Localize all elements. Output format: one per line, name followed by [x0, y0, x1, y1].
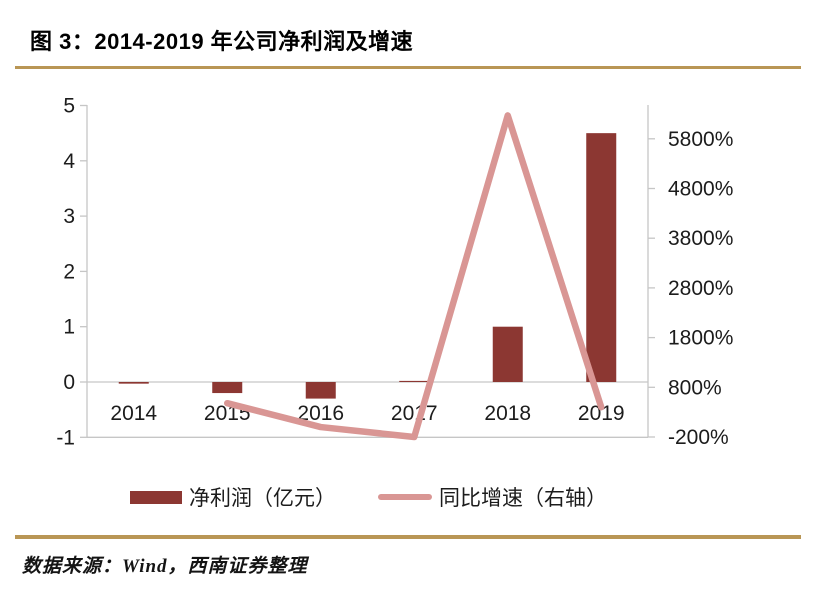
right-axis-tick-label: 4800% [668, 178, 733, 201]
figure-title: 图 3：2014-2019 年公司净利润及增速 [30, 29, 414, 54]
net-profit-bar-2018 [492, 326, 523, 382]
x-axis-category-label: 2019 [578, 402, 625, 425]
x-axis-category-label: 2015 [204, 402, 251, 425]
title-divider-rule [15, 66, 801, 69]
yoy-growth-line [224, 112, 605, 441]
legend-label-net-profit: 净利润（亿元） [189, 487, 336, 510]
left-axis-tick-label: 5 [63, 95, 75, 118]
net-profit-bar-2014 [118, 382, 149, 384]
right-axis-tick-label: 1800% [668, 327, 733, 350]
right-axis-tick-label: 5800% [668, 128, 733, 151]
net-profit-bar-2016 [305, 382, 336, 399]
x-axis-category-label: 2017 [391, 402, 438, 425]
left-axis-tick-label: 4 [63, 150, 75, 173]
line-series-swatch [378, 494, 432, 500]
right-axis-tick-label: 800% [668, 376, 722, 399]
right-axis-tick-label: -200% [668, 426, 729, 449]
net-profit-growth-chart: 5 4 3 2 1 0 -1 5800% 4800% 3800% 2800% 1800% 800% -20… [56, 95, 733, 450]
left-axis-tick-label: -1 [56, 426, 75, 449]
chart-legend: 净利润（亿元） 同比增速（右轴） [0, 482, 828, 512]
right-axis-tick-label: 3800% [668, 227, 733, 250]
data-source-note: 数据来源：Wind，西南证券整理 [22, 556, 308, 577]
net-profit-bar-2015 [212, 382, 243, 394]
left-axis-tick-label: 2 [63, 260, 75, 283]
legend-item-net-profit: 净利润（亿元） [130, 482, 336, 512]
net-profit-bar-2017 [399, 380, 430, 382]
left-axis-tick-label: 3 [63, 205, 75, 228]
x-axis-category-label: 2014 [110, 402, 157, 425]
left-axis-tick-label: 1 [63, 316, 75, 339]
x-axis-category-label: 2016 [297, 402, 344, 425]
bar-series-swatch [130, 490, 182, 504]
legend-label-growth: 同比增速（右轴） [439, 487, 607, 510]
footer-divider-rule [15, 535, 801, 539]
right-axis-tick-label: 2800% [668, 277, 733, 300]
left-axis-tick-label: 0 [63, 371, 75, 394]
legend-item-growth: 同比增速（右轴） [378, 482, 607, 512]
net-profit-bar-2019 [586, 133, 617, 382]
x-axis-category-label: 2018 [484, 402, 531, 425]
